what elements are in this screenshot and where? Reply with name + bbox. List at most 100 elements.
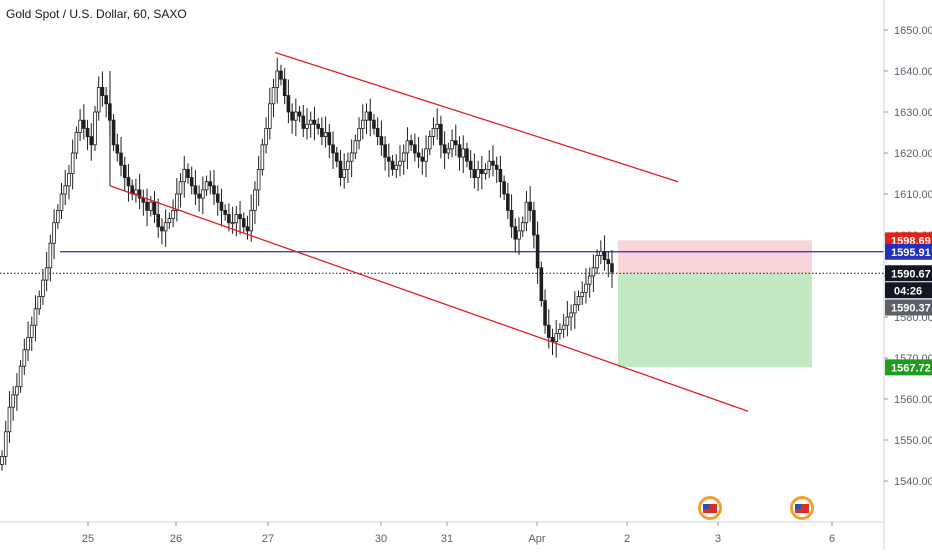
candle	[291, 103, 294, 133]
candle-body	[12, 395, 15, 407]
candle	[309, 112, 312, 138]
candle	[183, 156, 186, 198]
candle	[64, 170, 67, 205]
candle	[447, 143, 450, 159]
candle-body	[283, 79, 286, 95]
candle-body	[142, 198, 145, 202]
candle-body	[454, 141, 457, 145]
candle	[492, 145, 495, 176]
price-label-entry: 1590.67	[891, 268, 931, 280]
candle-body	[194, 186, 197, 194]
candle-body	[127, 178, 130, 186]
candle-body	[82, 120, 85, 128]
us-flag-icon[interactable]	[698, 496, 722, 520]
candle-body	[332, 145, 335, 153]
candle-body	[573, 305, 576, 313]
candle-body	[376, 128, 379, 136]
candle	[90, 123, 93, 161]
candle	[1, 450, 4, 471]
candle-body	[436, 124, 439, 128]
candle-body	[287, 96, 290, 112]
candle-body	[135, 190, 138, 194]
candle-body	[432, 128, 435, 136]
candle	[570, 304, 573, 330]
candle	[306, 108, 309, 139]
candle-body	[265, 128, 268, 144]
candle	[97, 76, 100, 120]
candle	[521, 217, 524, 238]
candle	[480, 156, 483, 190]
candle	[38, 290, 41, 315]
candle	[347, 153, 350, 183]
candle	[175, 178, 178, 221]
candle-body	[503, 182, 506, 194]
candle	[19, 360, 22, 393]
candle-body	[45, 268, 48, 280]
candle-body	[164, 223, 167, 231]
candle-body	[201, 190, 204, 198]
candle-body	[257, 169, 260, 190]
candle	[361, 104, 364, 139]
candle-body	[213, 186, 216, 194]
candle	[402, 144, 405, 174]
candle	[120, 137, 123, 176]
candle	[384, 136, 387, 170]
flag-canton	[795, 504, 801, 509]
candle	[194, 170, 197, 205]
candle	[298, 106, 301, 122]
candle-body	[239, 215, 242, 219]
candle-body	[123, 165, 126, 177]
candle	[60, 183, 63, 219]
candle	[4, 421, 7, 465]
candle-body	[380, 137, 383, 145]
candle-body	[280, 71, 283, 79]
candle	[172, 199, 175, 227]
candle	[213, 170, 216, 205]
candle-body	[443, 145, 446, 153]
candle	[518, 217, 521, 255]
candle-body	[276, 71, 279, 87]
candle-body	[562, 325, 565, 329]
candle-body	[4, 432, 7, 457]
time-tick-label: 30	[375, 533, 387, 545]
candle	[127, 164, 130, 202]
candle-body	[254, 190, 257, 211]
candle	[45, 252, 48, 291]
candle-body	[585, 284, 588, 292]
candle	[142, 189, 145, 215]
candle-body	[399, 161, 402, 165]
candle	[332, 131, 335, 169]
candle-body	[328, 133, 331, 145]
candle	[592, 254, 595, 292]
candle	[216, 185, 219, 215]
candle	[324, 117, 327, 148]
candle	[559, 323, 562, 339]
candle	[532, 202, 535, 249]
candle-body	[79, 120, 82, 132]
candle-body	[15, 387, 18, 395]
candle	[380, 121, 383, 156]
candle	[56, 204, 59, 229]
price-tick-label: 1560.00	[894, 394, 932, 406]
candle	[462, 135, 465, 173]
price-label-take-profit: 1567.72	[891, 362, 931, 374]
time-axis: 25 26 27 30 31 Apr 2 3 6	[0, 522, 884, 545]
candle-body	[302, 116, 305, 128]
time-tick-label: Apr	[528, 533, 545, 545]
candle	[261, 139, 264, 176]
event-markers	[698, 496, 814, 520]
candle	[123, 157, 126, 191]
candle	[224, 204, 227, 220]
candle	[540, 262, 543, 307]
candle	[417, 137, 420, 168]
candle-body	[172, 210, 175, 218]
candle	[421, 148, 424, 174]
candle	[157, 199, 160, 238]
candle	[302, 105, 305, 137]
candle	[503, 176, 506, 201]
us-flag-icon[interactable]	[790, 496, 814, 520]
candle	[440, 116, 443, 159]
candle	[611, 250, 614, 288]
candle-body	[179, 182, 182, 194]
